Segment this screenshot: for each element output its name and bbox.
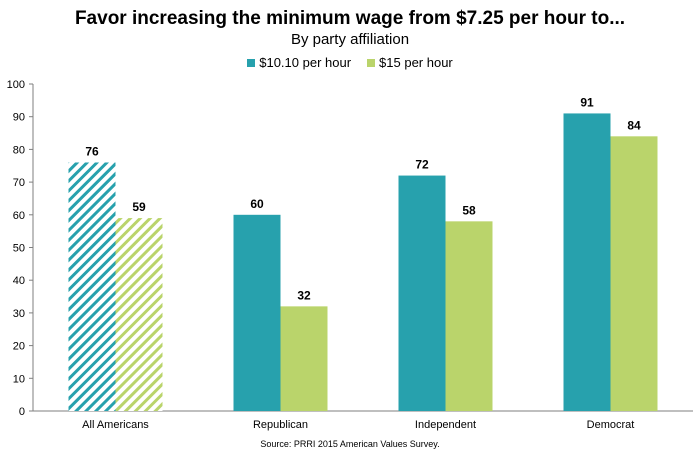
y-tick-label: 10 bbox=[13, 373, 25, 385]
data-label: 84 bbox=[627, 118, 641, 132]
bar-republican-series-2 bbox=[280, 306, 328, 411]
bar-independent-series-2 bbox=[445, 221, 493, 411]
data-label: 72 bbox=[415, 158, 429, 172]
y-tick-label: 60 bbox=[13, 210, 25, 222]
legend-label-series-2: $15 per hour bbox=[379, 55, 453, 70]
y-tick-label: 90 bbox=[13, 112, 25, 124]
y-tick-label: 100 bbox=[7, 79, 25, 91]
bars bbox=[68, 113, 658, 412]
bar-all-americans-series-2 bbox=[115, 218, 163, 411]
bar-independent-series-1 bbox=[398, 175, 446, 411]
data-label: 91 bbox=[580, 95, 594, 109]
x-category-label: Democrat bbox=[587, 419, 635, 431]
y-tick-label: 70 bbox=[13, 177, 25, 189]
data-label: 32 bbox=[297, 288, 311, 302]
legend-swatch-series-1 bbox=[247, 58, 256, 67]
data-label: 76 bbox=[85, 144, 99, 158]
source-note: Source: PRRI 2015 American Values Survey… bbox=[260, 439, 440, 449]
x-category-label: Independent bbox=[415, 419, 476, 431]
y-tick-label: 80 bbox=[13, 144, 25, 156]
y-tick-label: 0 bbox=[19, 406, 25, 418]
bar-all-americans-series-1 bbox=[68, 162, 116, 411]
y-tick-label: 30 bbox=[13, 308, 25, 320]
data-label: 60 bbox=[250, 197, 264, 211]
data-label: 58 bbox=[462, 203, 476, 217]
labels: 76 59 All Americans 60 32 Republican 72 58 Indep… bbox=[82, 95, 641, 431]
legend-swatch-series-2 bbox=[367, 58, 376, 67]
legend: $10.10 per hour $15 per hour bbox=[0, 55, 700, 70]
bar-democrat-series-2 bbox=[610, 136, 658, 411]
data-label: 59 bbox=[132, 200, 146, 214]
y-tick-label: 20 bbox=[13, 341, 25, 353]
chart-subtitle: By party affiliation bbox=[290, 31, 410, 48]
legend-item-series-1: $10.10 per hour bbox=[247, 55, 351, 70]
x-category-label: All Americans bbox=[82, 419, 149, 431]
bar-democrat-series-1 bbox=[563, 113, 611, 412]
chart-title: Favor increasing the minimum wage from $… bbox=[74, 8, 626, 29]
legend-item-series-2: $15 per hour bbox=[367, 55, 453, 70]
bar-republican-series-1 bbox=[233, 214, 281, 411]
y-tick-label: 50 bbox=[13, 243, 25, 255]
legend-label-series-1: $10.10 per hour bbox=[259, 55, 352, 70]
y-tick-label: 40 bbox=[13, 275, 25, 287]
x-category-label: Republican bbox=[253, 419, 308, 431]
